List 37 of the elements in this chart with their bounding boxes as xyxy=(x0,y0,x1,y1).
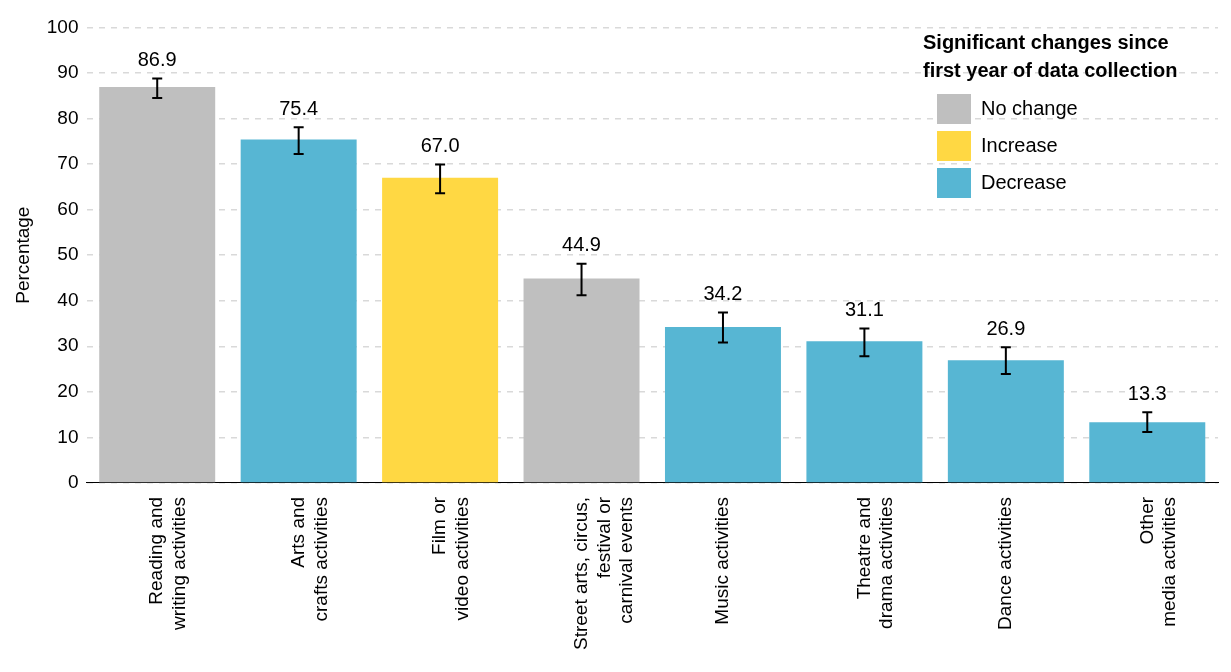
data-label: 44.9 xyxy=(562,233,601,256)
y-tick-label: 90 xyxy=(57,61,79,83)
bar xyxy=(99,87,216,483)
y-tick-label: 20 xyxy=(57,380,79,402)
data-label: 86.9 xyxy=(137,47,177,70)
bar xyxy=(1089,422,1206,483)
x-tick-label: Theatre and drama activities xyxy=(852,496,897,629)
data-label: 67.0 xyxy=(420,134,460,157)
data-label: 13.3 xyxy=(1127,381,1167,404)
x-tick-label: Dance activities xyxy=(994,496,1016,630)
x-tick-label: Other media activities xyxy=(1135,496,1180,627)
bar xyxy=(523,278,640,483)
bar xyxy=(806,341,923,483)
y-tick-label: 60 xyxy=(57,197,79,219)
bar xyxy=(240,139,357,483)
x-tick-label: Music activities xyxy=(711,496,733,625)
y-tick-label: 70 xyxy=(57,152,79,174)
y-tick-label: 100 xyxy=(46,15,79,37)
bar xyxy=(947,360,1064,483)
data-label: 31.1 xyxy=(844,298,884,320)
bar xyxy=(664,327,781,483)
data-label: 75.4 xyxy=(279,96,319,119)
y-tick-label: 50 xyxy=(57,243,79,265)
bar xyxy=(382,177,499,483)
legend-title: Significant changes since first year of data collection xyxy=(923,30,1179,83)
data-label: 26.9 xyxy=(986,316,1026,339)
x-tick-label: Reading and writing activities xyxy=(145,496,190,631)
legend-label: Decrease xyxy=(981,171,1067,194)
y-tick-label: 0 xyxy=(67,471,79,493)
legend-label: Increase xyxy=(981,134,1058,157)
y-tick-label: 80 xyxy=(57,106,79,128)
y-tick-label: 30 xyxy=(57,334,79,356)
y-tick-label: 10 xyxy=(57,425,79,447)
y-tick-label: 40 xyxy=(57,288,79,310)
y-axis-title: Percentage xyxy=(11,206,33,304)
legend-label: No change xyxy=(981,97,1078,120)
data-label: 34.2 xyxy=(703,282,743,305)
